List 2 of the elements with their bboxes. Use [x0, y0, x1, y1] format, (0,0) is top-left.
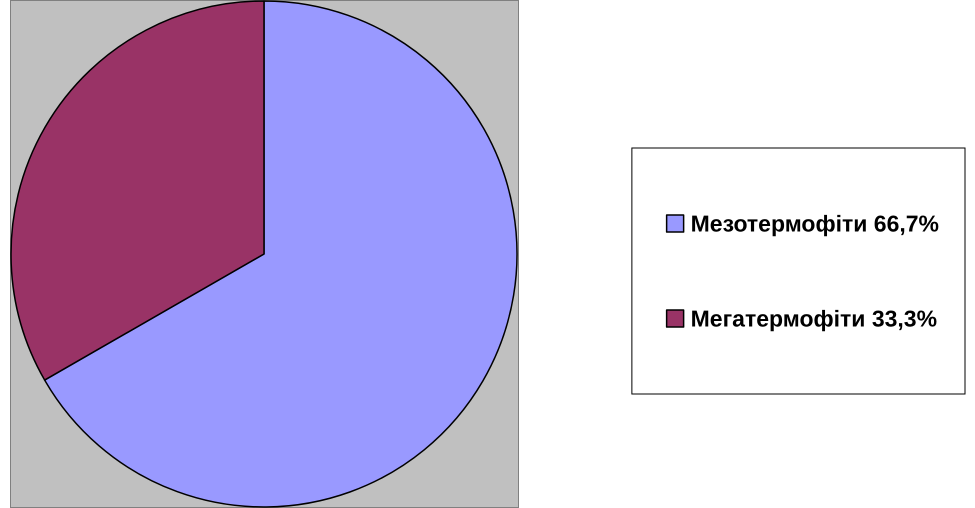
legend-label: Мезотермофіти 66,7%	[690, 210, 939, 236]
legend-label: Мегатермофіти 33,3%	[690, 306, 938, 332]
